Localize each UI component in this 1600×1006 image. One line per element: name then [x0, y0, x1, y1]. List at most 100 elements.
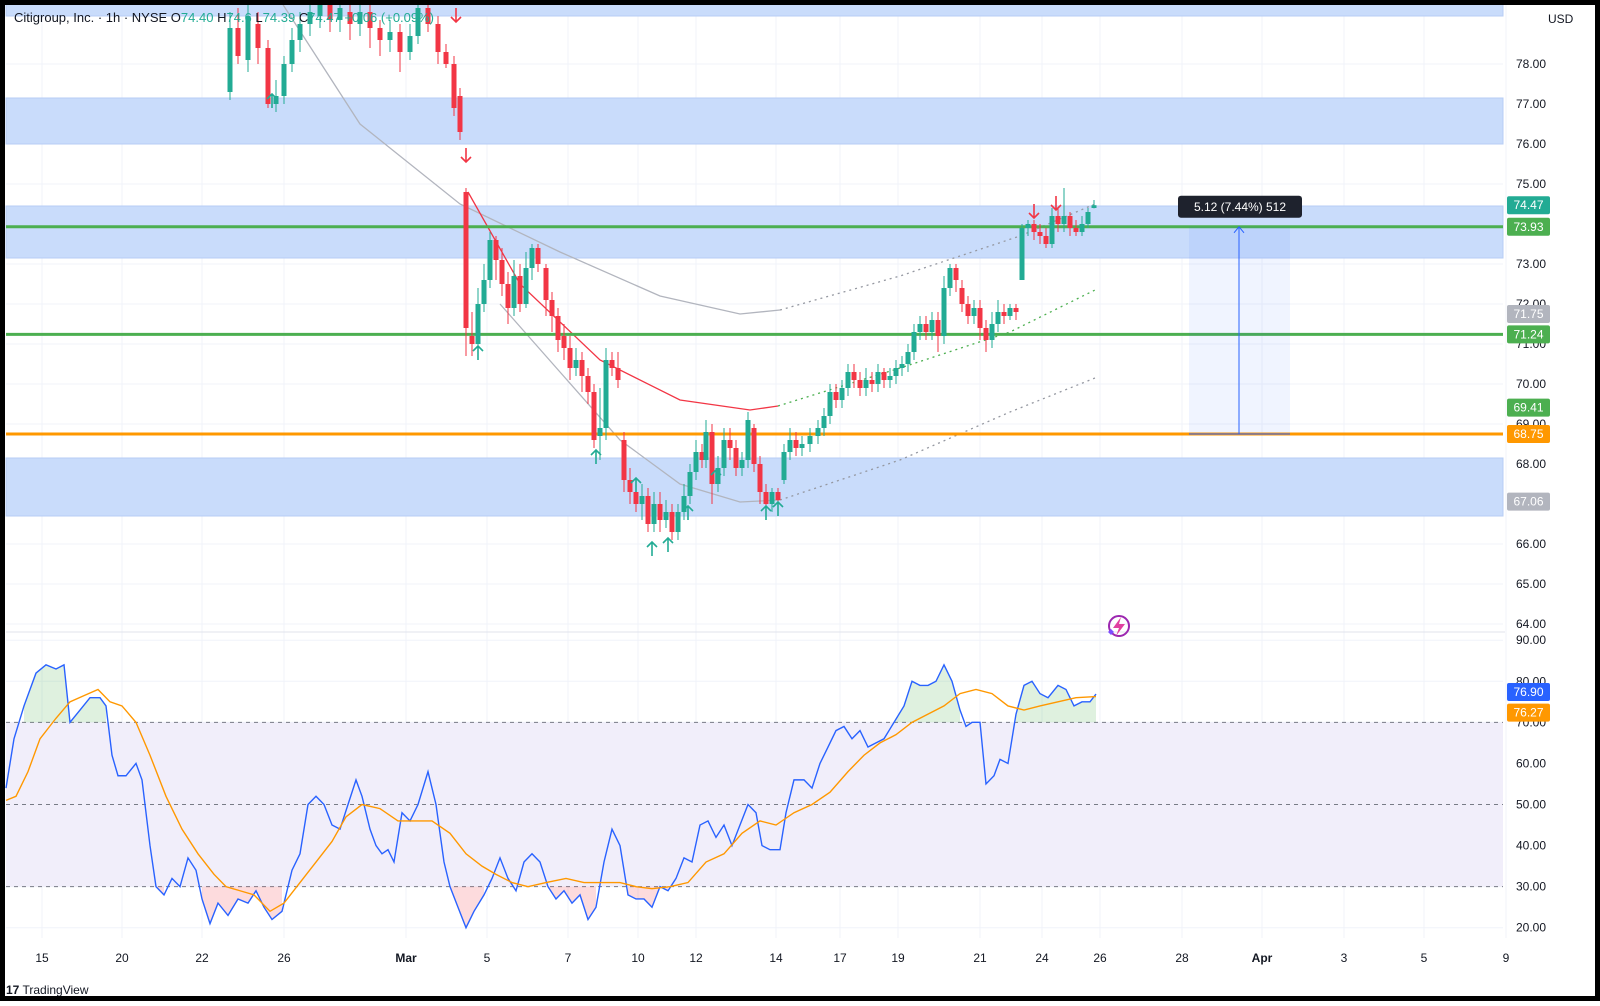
low-label: L [255, 10, 263, 25]
rsi-lines [5, 663, 1097, 930]
candle-up [511, 276, 517, 308]
rsi-tick-label: 20.00 [1516, 921, 1546, 935]
price-range-measure[interactable]: 5.12 (7.44%) 512 [1178, 195, 1302, 435]
price-tick-label: 66.00 [1516, 537, 1546, 551]
candle-up [307, 12, 313, 24]
price-tag: 68.75 [1513, 427, 1543, 441]
lower-band-projection [779, 377, 1096, 501]
time-tick-label: 17 [833, 951, 847, 965]
candle-down [377, 28, 383, 40]
time-tick-label: 22 [195, 951, 209, 965]
time-tick-label: 26 [1093, 951, 1107, 965]
price-tick-label: 78.00 [1516, 57, 1546, 71]
rsi-line [5, 663, 1097, 930]
price-tag-box [1507, 325, 1550, 344]
measure-arrowhead [1233, 226, 1245, 234]
rsi-ma-value-tag-box [1507, 703, 1550, 722]
close-value: 74.47 [308, 10, 341, 25]
open-label: O [170, 10, 181, 25]
zone-rect [5, 97, 1504, 145]
candle-up [1085, 212, 1091, 224]
candle-up [273, 96, 279, 104]
time-tick-label: 10 [631, 951, 645, 965]
candle-down [751, 428, 757, 464]
candle-down [657, 504, 663, 520]
candle-down [451, 64, 457, 108]
candle-down [561, 336, 567, 348]
candle-up [995, 312, 1001, 324]
candle-down [1043, 236, 1049, 244]
tv-logo-mark: 17 [6, 983, 20, 997]
candle-up [639, 496, 645, 504]
candle-up [407, 36, 413, 52]
rsi-tick-label: 40.00 [1516, 839, 1546, 853]
rsi-ma-line [5, 688, 1097, 913]
up-arrow-icon [682, 504, 694, 520]
price-tag-box [1507, 492, 1550, 511]
rsi-tick-label: 50.00 [1516, 798, 1546, 812]
candle-down [709, 432, 715, 484]
candle-up [651, 504, 657, 524]
candle-up [807, 436, 813, 444]
rsi-oversold-fill [450, 886, 484, 928]
down-arrow-icon [450, 8, 462, 24]
candle-down [627, 480, 633, 492]
candle-up [781, 452, 787, 480]
candle-up [603, 360, 609, 428]
candle-down [699, 452, 705, 460]
lightning-icon[interactable] [1108, 615, 1130, 637]
candle-down [881, 372, 887, 380]
price-tag: 73.93 [1513, 220, 1543, 234]
price-tick-label: 70.00 [1516, 377, 1546, 391]
currency-label[interactable]: USD [1548, 12, 1574, 26]
time-tick-label: 15 [35, 951, 49, 965]
candle-down [869, 380, 875, 384]
change-value: +0.06 (+0.09%) [344, 10, 435, 25]
low-value: 74.39 [262, 10, 296, 25]
high-label: H [217, 10, 227, 25]
candle-up [481, 280, 487, 304]
candle-down [645, 496, 651, 524]
time-tick-label: Apr [1252, 951, 1273, 965]
rsi-oversold-fill [548, 886, 596, 920]
candle-down [1013, 308, 1019, 312]
candle-up [1007, 308, 1013, 316]
open-value: 74.40 [180, 10, 214, 25]
time-tick-label: 21 [973, 951, 987, 965]
price-tag-box [1507, 398, 1550, 417]
candle-up [1049, 216, 1055, 244]
candle-down [633, 492, 639, 504]
candle-up [687, 472, 693, 496]
ma-red-line [467, 191, 779, 411]
price-tag-box [1507, 425, 1550, 443]
time-tick-label: 19 [891, 951, 905, 965]
up-arrow-icon [590, 448, 602, 464]
measure-label: 5.12 (7.44%) 512 [1194, 200, 1286, 214]
rsi-bands [6, 721, 1503, 888]
candle-up [415, 8, 421, 36]
candle-up [487, 240, 493, 280]
candle-up [693, 452, 699, 472]
candle-up [387, 32, 393, 40]
price-tag: 71.75 [1513, 307, 1543, 321]
price-tick-label: 65.00 [1516, 577, 1546, 591]
candle-up [887, 376, 893, 380]
candle-up [715, 468, 721, 484]
candle-down [1001, 312, 1007, 316]
candle-down [959, 288, 965, 304]
candle-up [245, 16, 251, 60]
candle-down [793, 440, 799, 448]
candle-down [965, 304, 971, 316]
candle-down [733, 448, 739, 468]
tradingview-logo[interactable]: 17 TradingView [6, 983, 89, 997]
candle-up [839, 388, 845, 400]
rsi-overbought-fill [894, 664, 960, 723]
rsi-overbought-fill [24, 664, 106, 723]
candle-up [675, 512, 681, 532]
price-tick-label: 68.00 [1516, 457, 1546, 471]
down-arrow-icon [460, 148, 472, 164]
time-tick-label: 5 [1421, 951, 1428, 965]
candle-down [983, 328, 989, 340]
